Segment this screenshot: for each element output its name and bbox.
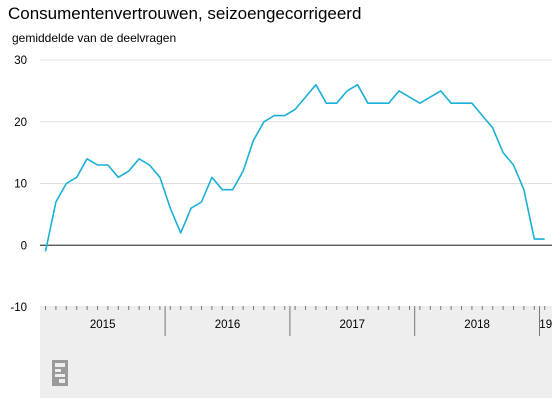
x-year-label: 2016 [215, 319, 241, 331]
data-point [232, 188, 234, 190]
data-point [169, 207, 171, 209]
y-tick-label: 0 [21, 240, 27, 252]
data-point [544, 238, 546, 240]
data-point [190, 207, 192, 209]
data-point [325, 102, 327, 104]
data-point [117, 176, 119, 178]
data-point [481, 114, 483, 116]
data-point [523, 188, 525, 190]
data-point [398, 90, 400, 92]
data-point [44, 250, 46, 252]
x-axis-band [40, 306, 552, 398]
data-point [263, 121, 265, 123]
series [44, 83, 546, 252]
data-point [388, 102, 390, 104]
cbs-logo-icon [52, 360, 68, 386]
data-point [294, 108, 296, 110]
data-point [284, 114, 286, 116]
data-point [440, 90, 442, 92]
x-year-label: 2017 [340, 319, 366, 331]
data-point [200, 201, 202, 203]
data-point [273, 114, 275, 116]
data-point [502, 151, 504, 153]
data-point [55, 201, 57, 203]
data-point [128, 170, 130, 172]
data-point [450, 102, 452, 104]
data-point [96, 164, 98, 166]
data-point [336, 102, 338, 104]
y-axis: 30 20 10 0 -10 [10, 55, 27, 314]
data-point [304, 96, 306, 98]
chart-title: Consumentenvertrouwen, seizoengecorrigee… [8, 4, 362, 23]
x-year-label: 19 [539, 319, 552, 331]
data-point [148, 164, 150, 166]
data-point [76, 176, 78, 178]
data-point [65, 182, 67, 184]
data-point [180, 232, 182, 234]
y-tick-label: 30 [14, 55, 27, 67]
data-point [460, 102, 462, 104]
series-line [44, 83, 545, 252]
data-point [346, 90, 348, 92]
data-point [492, 127, 494, 129]
data-point [367, 102, 369, 104]
data-point [107, 164, 109, 166]
data-point [419, 102, 421, 104]
x-year-label: 2015 [90, 319, 116, 331]
data-point [408, 96, 410, 98]
data-point [86, 158, 88, 160]
x-year-label: 2018 [464, 319, 490, 331]
y-tick-label: 10 [14, 179, 27, 191]
data-point [471, 102, 473, 104]
data-point [159, 176, 161, 178]
data-point [221, 188, 223, 190]
chart-subtitle: gemiddelde van de deelvragen [12, 31, 177, 45]
data-point [315, 84, 317, 86]
y-tick-label: -10 [10, 302, 27, 314]
data-point [429, 96, 431, 98]
data-point [211, 176, 213, 178]
x-axis: 2015 2016 2017 2018 19 [40, 306, 552, 398]
data-point [356, 84, 358, 86]
data-point [533, 238, 535, 240]
data-point [138, 158, 140, 160]
y-tick-label: 20 [14, 117, 27, 129]
data-point [512, 164, 514, 166]
grid [40, 59, 552, 246]
data-point [242, 170, 244, 172]
data-point [377, 102, 379, 104]
data-point [252, 139, 254, 141]
